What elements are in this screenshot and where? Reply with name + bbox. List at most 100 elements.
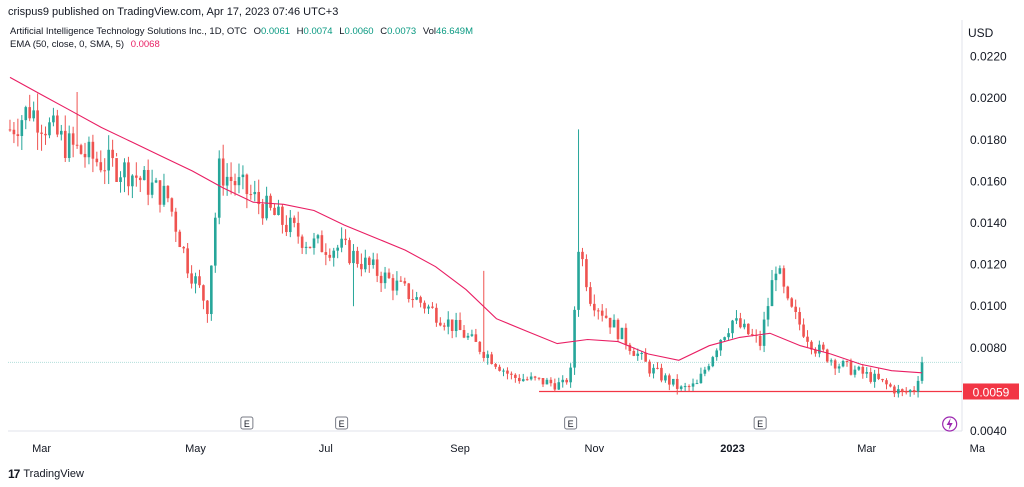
candle: [897, 384, 900, 398]
candle-body: [439, 322, 442, 326]
candle-body: [644, 352, 647, 362]
candle: [52, 107, 55, 127]
candle-body: [63, 130, 67, 158]
candle: [569, 363, 572, 388]
candle-body: [731, 320, 734, 334]
candle-body: [912, 390, 916, 392]
candle-body: [703, 369, 707, 374]
candle: [344, 229, 347, 245]
candle-body: [202, 285, 205, 301]
candle-body: [549, 379, 553, 384]
candle-body: [581, 251, 584, 260]
candle: [340, 227, 343, 253]
candle-body: [56, 115, 59, 135]
candle: [533, 375, 537, 381]
candle-body: [885, 380, 888, 385]
price-badge-text: 0.0059: [973, 385, 1010, 399]
x-tick-label: Ma: [970, 443, 986, 455]
candle-body: [300, 236, 304, 248]
candle-body: [135, 175, 138, 178]
candle-body: [332, 250, 336, 258]
candle-body: [648, 361, 651, 374]
candle-body: [814, 349, 817, 354]
candle-body: [32, 110, 35, 119]
candle: [525, 376, 529, 381]
candle-body: [861, 366, 865, 374]
lightning-bolt: [946, 418, 953, 430]
candle-body: [486, 354, 490, 358]
candle-body: [691, 383, 695, 387]
close-value: 0.0073: [387, 26, 417, 37]
candle: [616, 318, 620, 342]
candle: [600, 304, 604, 322]
earnings-marker: E: [335, 416, 349, 430]
candle: [885, 378, 888, 390]
candle: [660, 363, 663, 383]
candle: [703, 366, 707, 377]
earnings-box: [753, 416, 767, 430]
candle: [565, 378, 568, 385]
price-badge-bg: [963, 383, 1019, 400]
candle: [269, 193, 272, 211]
candle-body: [790, 298, 794, 307]
candle-body: [320, 235, 324, 253]
candle-body: [857, 366, 861, 370]
candle-body: [577, 251, 580, 310]
candle-body: [869, 372, 872, 382]
candle: [75, 91, 79, 149]
candle-body: [833, 360, 837, 369]
candle-body: [20, 120, 24, 137]
candle: [825, 348, 829, 363]
candle: [217, 150, 221, 225]
volume-label: Vol: [422, 26, 437, 37]
candle: [352, 244, 355, 307]
candle: [668, 373, 671, 391]
candle-body: [541, 378, 545, 385]
candle-body: [818, 344, 821, 354]
candle-body: [423, 302, 426, 309]
candle-body: [450, 319, 454, 332]
candle-body: [766, 306, 770, 320]
candle: [904, 387, 908, 395]
candle-body: [573, 309, 576, 368]
candle-body: [71, 133, 75, 145]
candle: [802, 318, 805, 339]
candle-body: [747, 323, 750, 335]
candle: [711, 355, 715, 368]
tradingview-logo-icon: 17: [8, 467, 20, 481]
y-tick-label: 0.0200: [970, 91, 1007, 105]
candle: [419, 295, 422, 308]
candle: [316, 233, 320, 244]
candle-body: [533, 376, 537, 378]
candle-body: [727, 333, 730, 338]
candle: [423, 300, 426, 314]
candle-body: [593, 303, 596, 311]
candle-body: [44, 133, 47, 136]
candle-body: [383, 272, 387, 284]
candle: [107, 135, 110, 185]
candle-body: [893, 386, 896, 394]
candle-body: [233, 181, 237, 186]
candle-body: [67, 133, 71, 158]
candle: [95, 151, 99, 167]
candle-body: [194, 276, 197, 284]
candle: [687, 384, 691, 392]
ema-line: [9, 76, 923, 374]
candle-body: [131, 175, 134, 187]
candle-body: [225, 176, 229, 186]
candle: [498, 364, 501, 372]
candle-body: [853, 369, 857, 375]
candle: [873, 369, 876, 388]
candle-body: [462, 330, 466, 338]
candle-body: [28, 107, 32, 119]
candle: [596, 308, 600, 320]
candle: [32, 101, 35, 122]
candle-body: [743, 323, 746, 328]
candle-body: [360, 263, 363, 270]
y-tick-label: 0.0120: [970, 258, 1007, 272]
candle-body: [656, 367, 659, 369]
candle: [391, 274, 395, 301]
candle-body: [24, 107, 28, 121]
